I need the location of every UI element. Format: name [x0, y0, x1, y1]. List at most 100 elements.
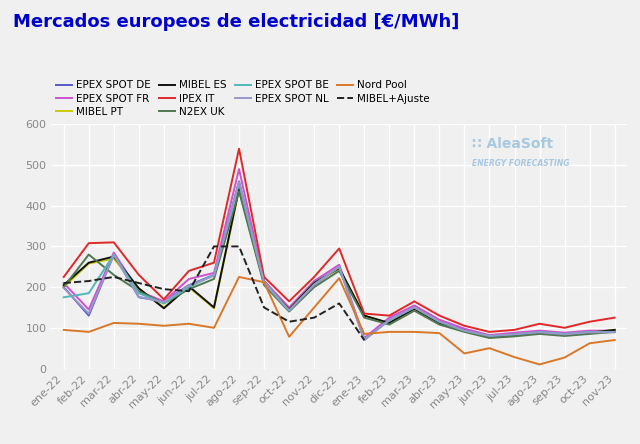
EPEX SPOT DE	[611, 329, 618, 335]
Line: N2EX UK: N2EX UK	[64, 191, 614, 338]
MIBEL PT	[511, 333, 518, 338]
EPEX SPOT NL	[360, 337, 368, 343]
EPEX SPOT DE	[586, 329, 593, 335]
EPEX SPOT NL	[536, 329, 543, 335]
MIBEL ES	[335, 266, 343, 271]
EPEX SPOT BE	[235, 181, 243, 186]
EPEX SPOT BE	[160, 301, 168, 306]
MIBEL ES	[486, 334, 493, 339]
Line: MIBEL ES: MIBEL ES	[64, 189, 614, 337]
MIBEL PT	[235, 187, 243, 192]
EPEX SPOT NL	[611, 329, 618, 335]
MIBEL PT	[360, 313, 368, 318]
N2EX UK	[561, 333, 568, 339]
EPEX SPOT FR	[335, 262, 343, 267]
MIBEL PT	[461, 329, 468, 334]
N2EX UK	[85, 252, 93, 257]
EPEX SPOT FR	[135, 289, 143, 294]
EPEX SPOT DE	[235, 178, 243, 184]
MIBEL PT	[185, 285, 193, 290]
Text: Mercados europeos de electricidad [€/MWh]: Mercados europeos de electricidad [€/MWh…	[13, 13, 459, 32]
IPEX IT	[536, 321, 543, 326]
EPEX SPOT NL	[586, 329, 593, 335]
MIBEL ES	[611, 327, 618, 333]
IPEX IT	[310, 274, 318, 280]
EPEX SPOT DE	[185, 282, 193, 288]
Line: EPEX SPOT DE: EPEX SPOT DE	[64, 181, 614, 340]
EPEX SPOT FR	[611, 328, 618, 333]
MIBEL ES	[85, 260, 93, 266]
MIBEL ES	[260, 281, 268, 286]
EPEX SPOT DE	[310, 282, 318, 288]
EPEX SPOT NL	[436, 319, 444, 325]
Nord Pool	[536, 362, 543, 367]
MIBEL PT	[536, 330, 543, 335]
EPEX SPOT NL	[135, 294, 143, 300]
EPEX SPOT FR	[461, 326, 468, 331]
EPEX SPOT FR	[586, 328, 593, 333]
EPEX SPOT DE	[135, 295, 143, 300]
MIBEL+Ajuste	[235, 244, 243, 249]
MIBEL ES	[310, 281, 318, 286]
EPEX SPOT FR	[110, 250, 118, 255]
EPEX SPOT BE	[586, 329, 593, 335]
EPEX SPOT DE	[461, 327, 468, 333]
MIBEL ES	[235, 186, 243, 191]
EPEX SPOT DE	[436, 319, 444, 325]
EPEX SPOT DE	[160, 299, 168, 304]
IPEX IT	[360, 311, 368, 316]
EPEX SPOT BE	[611, 329, 618, 335]
EPEX SPOT BE	[536, 329, 543, 335]
IPEX IT	[160, 297, 168, 302]
MIBEL ES	[135, 285, 143, 291]
MIBEL ES	[385, 320, 393, 325]
EPEX SPOT NL	[385, 317, 393, 322]
IPEX IT	[385, 313, 393, 318]
Legend: EPEX SPOT DE, EPEX SPOT FR, MIBEL PT, MIBEL ES, IPEX IT, N2EX UK, EPEX SPOT BE, : EPEX SPOT DE, EPEX SPOT FR, MIBEL PT, MI…	[56, 80, 429, 117]
IPEX IT	[185, 268, 193, 274]
EPEX SPOT NL	[285, 308, 293, 313]
EPEX SPOT FR	[310, 278, 318, 284]
MIBEL ES	[185, 284, 193, 289]
EPEX SPOT FR	[60, 281, 68, 286]
IPEX IT	[135, 272, 143, 278]
EPEX SPOT BE	[360, 337, 368, 342]
EPEX SPOT FR	[436, 317, 444, 322]
Nord Pool	[235, 274, 243, 280]
EPEX SPOT FR	[85, 307, 93, 312]
Nord Pool	[260, 280, 268, 285]
EPEX SPOT NL	[310, 282, 318, 288]
Nord Pool	[160, 323, 168, 329]
IPEX IT	[85, 241, 93, 246]
MIBEL PT	[310, 281, 318, 286]
Nord Pool	[110, 320, 118, 325]
MIBEL+Ajuste	[210, 244, 218, 249]
EPEX SPOT NL	[60, 285, 68, 291]
Nord Pool	[210, 325, 218, 330]
EPEX SPOT FR	[410, 303, 418, 308]
EPEX SPOT BE	[110, 252, 118, 257]
MIBEL+Ajuste	[185, 289, 193, 294]
EPEX SPOT NL	[260, 279, 268, 285]
EPEX SPOT NL	[110, 252, 118, 258]
N2EX UK	[210, 276, 218, 281]
EPEX SPOT DE	[511, 331, 518, 337]
MIBEL PT	[486, 334, 493, 339]
MIBEL+Ajuste	[60, 281, 68, 286]
MIBEL PT	[85, 261, 93, 266]
MIBEL PT	[210, 305, 218, 311]
N2EX UK	[385, 322, 393, 327]
Nord Pool	[611, 337, 618, 343]
EPEX SPOT FR	[385, 315, 393, 320]
MIBEL PT	[586, 330, 593, 335]
IPEX IT	[486, 329, 493, 335]
Nord Pool	[285, 334, 293, 339]
EPEX SPOT FR	[536, 328, 543, 333]
Line: EPEX SPOT FR: EPEX SPOT FR	[64, 169, 614, 338]
N2EX UK	[461, 329, 468, 335]
EPEX SPOT DE	[410, 305, 418, 310]
MIBEL+Ajuste	[310, 315, 318, 320]
IPEX IT	[60, 274, 68, 280]
N2EX UK	[335, 268, 343, 274]
MIBEL PT	[60, 285, 68, 290]
